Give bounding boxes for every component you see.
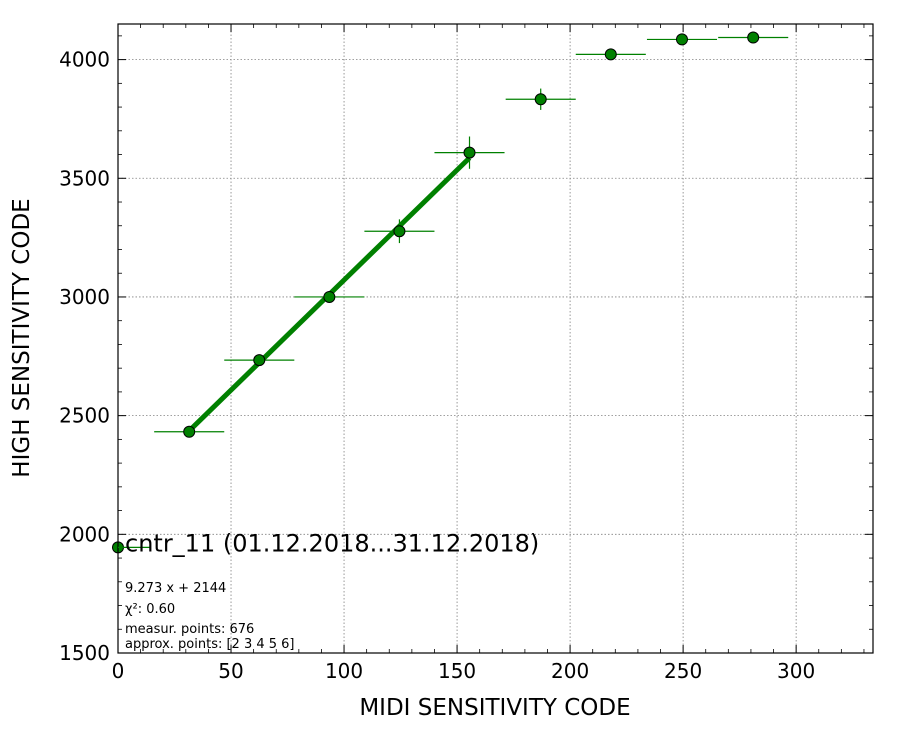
annotation-line: 9.273 x + 2144 <box>125 581 226 596</box>
x-tick-label: 250 <box>664 659 702 683</box>
data-point <box>463 146 476 159</box>
data-point-group <box>154 425 225 438</box>
x-axis-label: MIDI SENSITIVITY CODE <box>359 695 630 721</box>
y-tick-label: 1500 <box>59 641 110 665</box>
x-tick-label: 0 <box>112 659 125 683</box>
x-tick-label: 50 <box>218 659 243 683</box>
data-point-group <box>575 48 646 61</box>
data-point <box>534 93 547 106</box>
y-tick-label: 2000 <box>59 522 110 546</box>
data-point-group <box>646 33 718 46</box>
y-axis-label: HIGH SENSITIVITY CODE <box>9 198 35 477</box>
data-point-group <box>364 219 435 244</box>
data-point <box>393 225 406 238</box>
data-point-group <box>718 31 789 44</box>
data-point-group <box>434 136 505 169</box>
x-tick-label: 200 <box>551 659 589 683</box>
data-point <box>253 354 266 367</box>
annotation-line: χ²: 0.60 <box>125 602 175 617</box>
data-point-group <box>224 354 295 367</box>
y-tick-label: 4000 <box>59 48 110 72</box>
y-tick-label: 2500 <box>59 404 110 428</box>
data-points <box>112 31 789 554</box>
y-tick-label: 3500 <box>59 166 110 190</box>
data-point-group <box>505 88 576 110</box>
x-tick-label: 100 <box>325 659 363 683</box>
data-point <box>747 31 760 44</box>
grid <box>117 24 873 654</box>
data-point <box>675 33 688 46</box>
y-tick-label: 3000 <box>59 285 110 309</box>
annotation-box: 9.273 x + 2144 χ²: 0.60 measur. points: 67… <box>125 581 295 652</box>
legend: cntr_11 (01.12.2018...31.12.2018) <box>118 529 539 557</box>
plot-frame <box>117 23 874 654</box>
annotation-line: approx. points: [2 3 4 5 6] <box>125 637 295 652</box>
legend-label: cntr_11 (01.12.2018...31.12.2018) <box>125 529 539 557</box>
data-point <box>183 425 196 438</box>
ticks: 0 50 100 150 200 250 300 1500 2000 2500 3000 3500 40… <box>59 24 873 683</box>
data-point-group <box>294 290 365 303</box>
annotation-line: measur. points: 676 <box>125 622 254 637</box>
x-tick-label: 150 <box>438 659 476 683</box>
x-tick-label: 300 <box>777 659 815 683</box>
data-point <box>323 290 336 303</box>
data-point <box>604 48 617 61</box>
